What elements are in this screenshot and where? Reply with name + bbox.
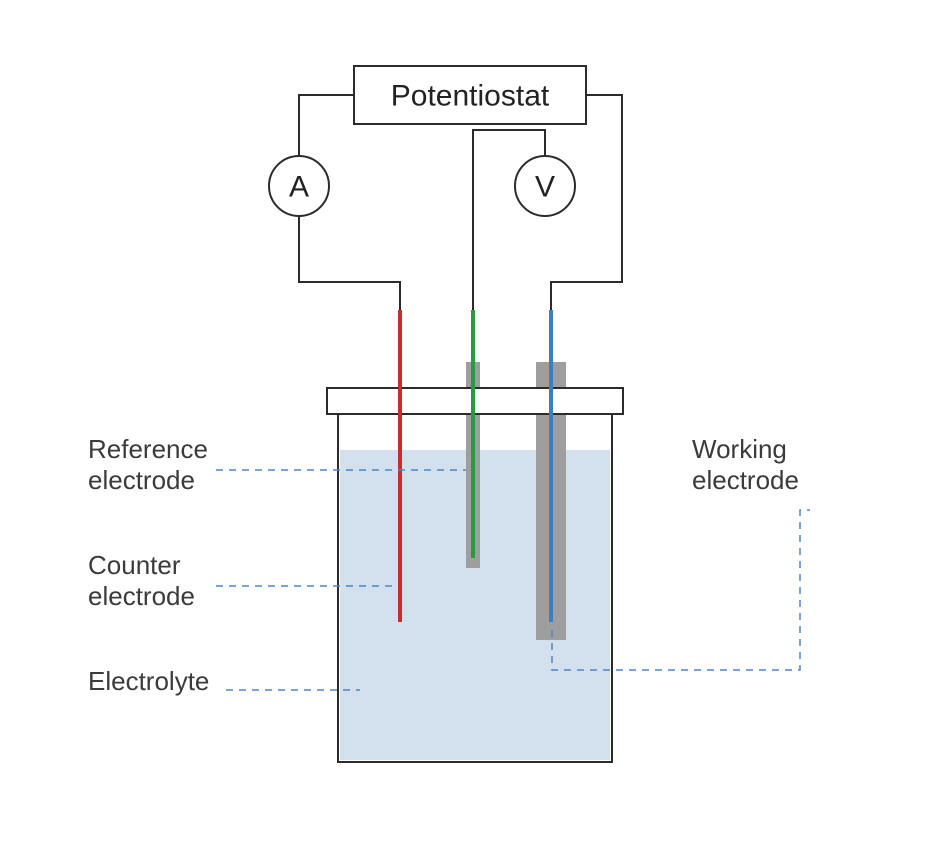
voltmeter: V <box>515 156 575 216</box>
label-counter-1: Counter <box>88 550 181 580</box>
ammeter: A <box>269 156 329 216</box>
label-reference-1: Reference <box>88 434 208 464</box>
label-working-1: Working <box>692 434 787 464</box>
circuit-wires <box>299 95 622 310</box>
voltmeter-label: V <box>535 171 555 204</box>
label-counter-2: electrode <box>88 581 195 611</box>
label-reference-2: electrode <box>88 465 195 495</box>
label-working-2: electrode <box>692 465 799 495</box>
electrochemistry-diagram: Potentiostat A V Refer <box>0 0 930 845</box>
potentiostat-box: Potentiostat <box>354 66 586 124</box>
wire-ammeter-top <box>299 95 354 156</box>
label-electrolyte: Electrolyte <box>88 666 209 696</box>
potentiostat-label: Potentiostat <box>391 80 550 113</box>
wire-ammeter-bottom <box>299 216 400 310</box>
ammeter-label: A <box>289 171 309 204</box>
